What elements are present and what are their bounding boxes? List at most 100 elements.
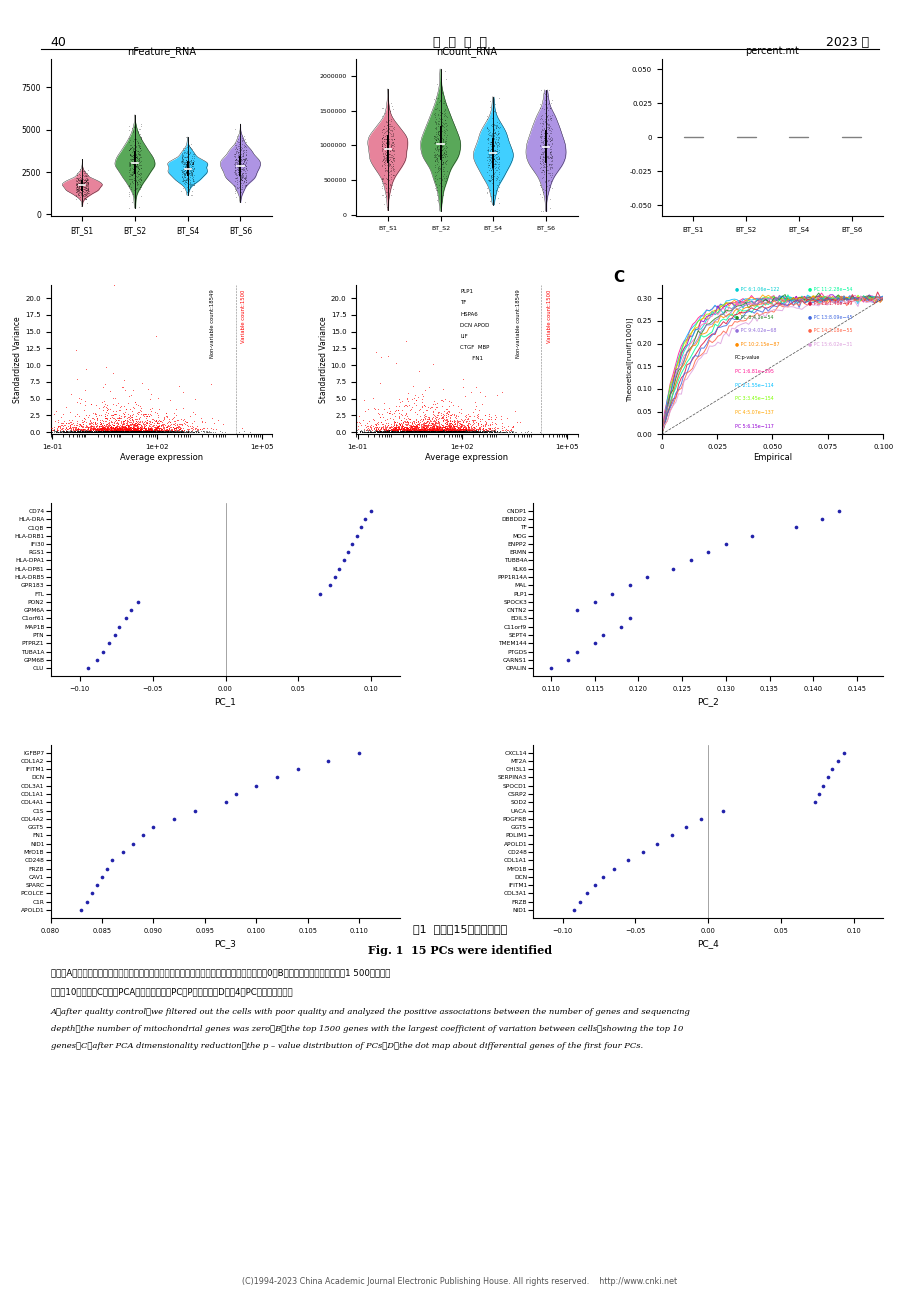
Point [482,147,496,168]
Point [121,409,136,430]
Point [621,608,636,629]
Point [384,174,399,195]
Point [233,160,247,181]
Point [124,148,139,169]
Point [116,419,130,440]
Point [55,422,70,443]
Point [129,419,143,440]
Point [396,422,411,443]
Point [377,143,391,164]
Point [135,422,150,443]
Point [147,422,162,443]
Point [75,173,90,194]
Point [379,133,393,154]
Point [439,422,454,443]
Point [142,421,156,441]
Point [391,422,405,443]
Point [77,421,92,441]
Point [130,422,145,443]
Point [84,411,98,432]
Point [53,418,68,439]
Point [98,421,113,441]
Point [393,413,408,434]
Point [380,417,395,437]
Point [232,171,246,191]
Point [534,120,549,141]
Point [120,418,135,439]
Point [406,422,421,443]
Point [541,120,556,141]
Point [426,177,441,198]
Point [108,419,122,440]
Point [431,422,446,443]
Point [85,408,99,428]
Point [66,422,81,443]
Point [54,421,69,441]
Point [146,419,161,440]
Point [136,418,151,439]
Point [388,414,403,435]
Point [436,421,450,441]
Point [437,421,451,441]
Point [425,414,440,435]
Point [97,422,112,443]
Text: C: C [612,270,623,285]
Point [74,195,88,216]
Point [110,422,125,443]
Point [370,421,385,441]
Point [436,406,450,427]
Point [540,117,555,138]
Point [80,178,95,199]
Point [488,102,503,122]
Point [119,418,133,439]
Point [386,150,401,171]
Point [391,415,406,436]
Point [432,422,447,443]
Point [439,419,454,440]
Point [438,422,453,443]
Point [127,418,142,439]
Point [383,129,398,150]
Point [75,422,90,443]
Point [412,421,426,441]
Point [385,422,400,443]
Point [233,154,248,174]
Point [398,419,413,440]
Point [448,422,462,443]
Point [433,422,448,443]
Point [134,422,149,443]
Point [49,422,63,443]
Point [96,414,111,435]
Point [76,177,91,198]
Point [427,418,442,439]
Point [535,142,550,163]
Point [93,421,108,441]
Point [487,130,502,151]
Point [233,141,247,161]
Point [161,414,176,435]
Point [71,169,85,190]
Point [124,418,139,439]
Point [127,422,142,443]
Point [438,422,453,443]
Point [425,415,440,436]
Point [474,422,489,443]
Point [367,421,381,441]
Point [429,421,444,441]
Point [368,422,382,443]
Point [129,421,143,441]
Point [130,134,145,155]
Point [403,422,417,443]
Point [411,421,425,441]
Point [159,419,174,440]
Point [332,559,346,579]
Point [401,422,415,443]
Point [480,128,494,148]
Point [106,422,120,443]
Point [51,417,65,437]
Point [84,415,98,436]
Point [132,141,147,161]
Point [444,421,459,441]
Point [112,422,127,443]
Point [53,415,68,436]
